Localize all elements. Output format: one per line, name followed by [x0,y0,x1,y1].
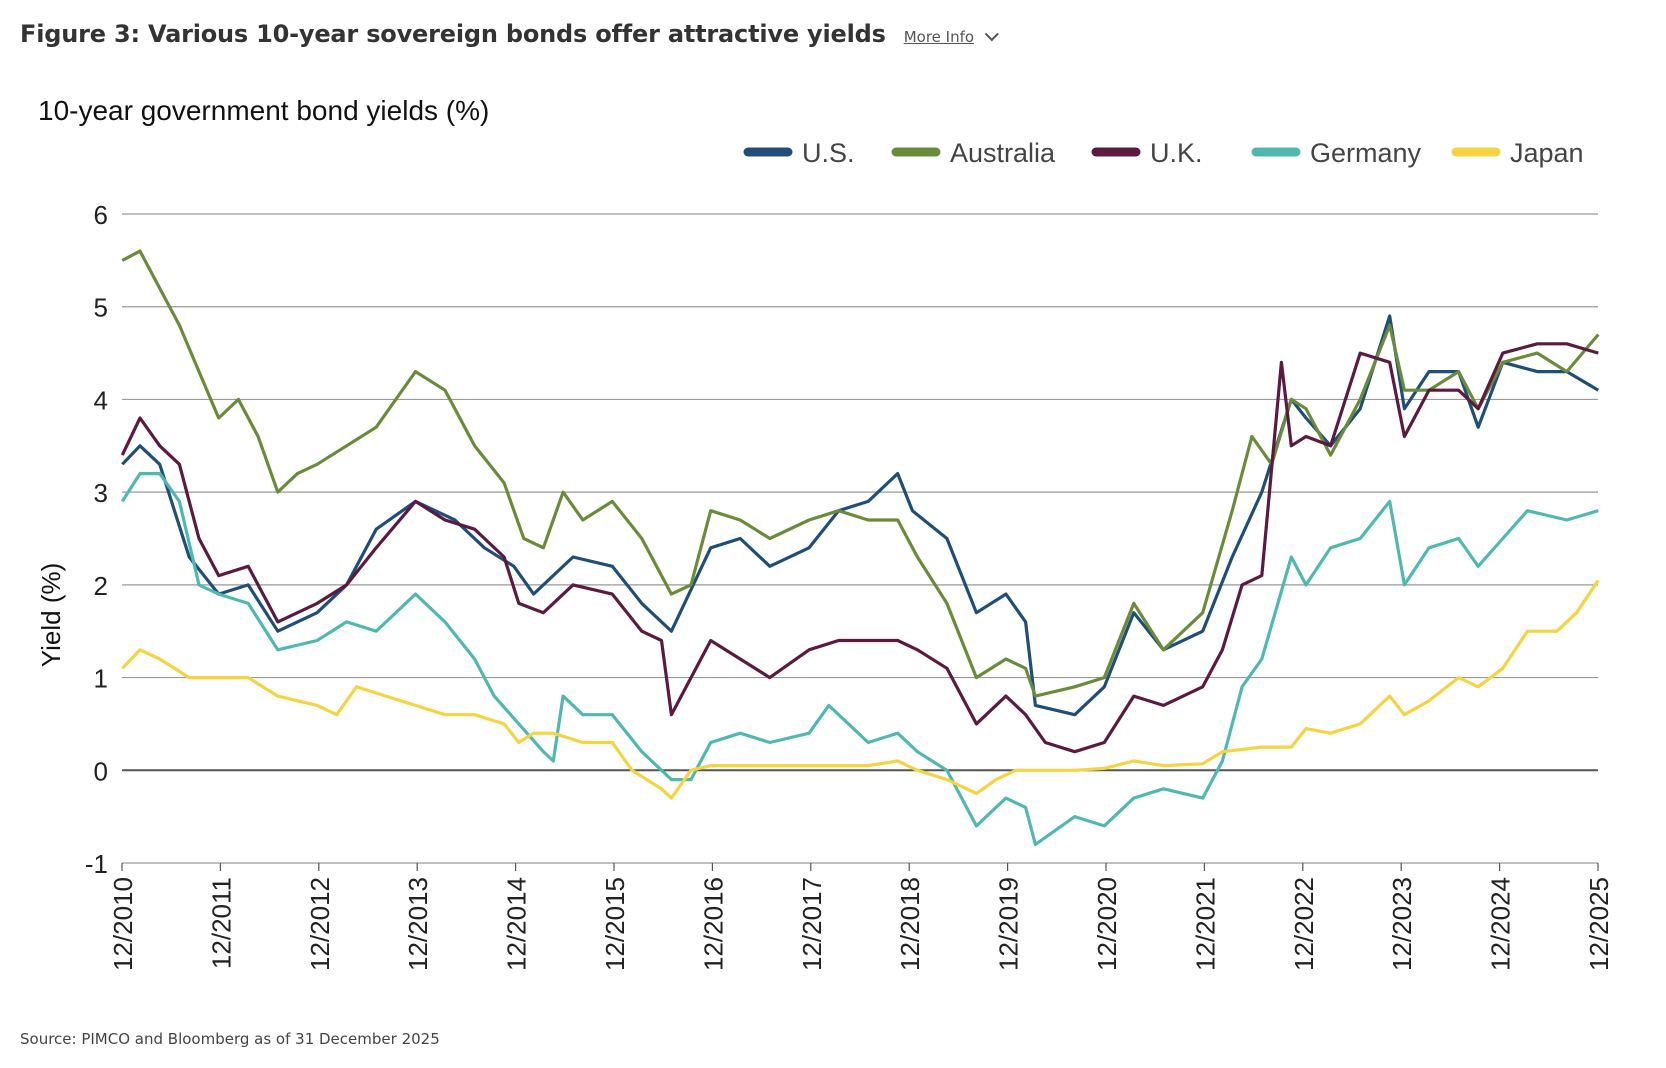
x-tick-label: 12/2024 [1486,877,1516,971]
x-tick-label: 12/2023 [1387,877,1417,971]
chevron-down-icon [984,27,999,42]
x-tick-label: 12/2010 [108,877,138,971]
figure-header: Figure 3: Various 10-year sovereign bond… [20,20,999,48]
y-tick-label: 4 [94,385,108,415]
x-tick-label: 12/2012 [305,877,335,971]
x-tick-label: 12/2016 [698,877,728,971]
x-tick-label: 12/2015 [600,877,630,971]
more-info-link[interactable]: More Info [903,27,999,46]
legend-label: Germany [1310,138,1422,168]
x-tick-label: 12/2021 [1190,877,1220,971]
x-tick-label: 12/2019 [994,877,1024,971]
legend-label: Australia [950,138,1056,168]
more-info-label: More Info [903,28,975,46]
chart-legend: U.S. Australia U.K. Germany Japan [743,138,1584,168]
x-tick-label: 12/2014 [502,877,532,971]
series-line-germany [120,472,1599,847]
series-line-japan [121,579,1600,800]
y-tick-label: 5 [94,293,108,323]
legend-label: Japan [1510,138,1584,168]
x-tick-label: 12/2022 [1289,877,1319,971]
y-tick-label: 6 [94,200,108,230]
figure-title: Figure 3: Various 10-year sovereign bond… [20,20,886,48]
x-tick-label: 12/2011 [206,877,236,969]
x-tick-label: 12/2017 [797,877,827,971]
yield-chart: 10-year government bond yields (%) U.S. A… [36,95,1614,971]
series-line-australia [121,249,1600,698]
y-axis-ticks: -1 0 1 2 3 4 5 6 [85,200,108,879]
source-note: Source: PIMCO and Bloomberg as of 31 Dec… [20,1030,440,1048]
y-tick-label: 1 [94,664,108,694]
grid-lines [122,213,1598,864]
y-tick-label: 0 [94,756,108,786]
x-axis-ticks: 12/2010 12/2011 12/2012 12/2013 12/2014 12/20… [108,863,1614,971]
series-lines [120,249,1600,847]
x-tick-label: 12/2025 [1584,877,1614,971]
series-line-uk [120,342,1599,754]
y-tick-label: -1 [85,849,108,879]
chart-title: 10-year government bond yields (%) [38,95,489,126]
x-tick-label: 12/2020 [1092,877,1122,971]
x-tick-label: 12/2018 [895,877,925,971]
y-axis-label: Yield (%) [36,563,66,668]
x-tick-label: 12/2013 [403,877,433,971]
y-tick-label: 3 [94,478,108,508]
y-tick-label: 2 [94,571,108,601]
legend-label: U.S. [802,138,855,168]
legend-label: U.K. [1150,138,1203,168]
